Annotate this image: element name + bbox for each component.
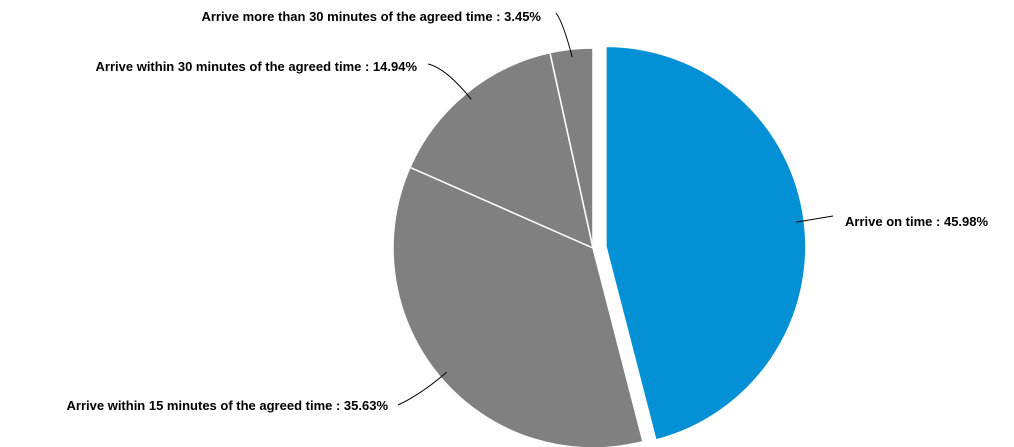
leader-line xyxy=(397,371,447,406)
slice-label-within-15: Arrive within 15 minutes of the agreed t… xyxy=(67,398,389,413)
leader-line xyxy=(555,12,573,58)
pie-slice xyxy=(549,47,594,249)
pie-slices xyxy=(392,45,807,447)
label-leader-lines xyxy=(397,12,834,406)
slice-label-on-time: Arrive on time : 45.98% xyxy=(845,214,988,229)
slice-label-more-than-30: Arrive more than 30 minutes of the agree… xyxy=(201,9,541,24)
leader-line xyxy=(796,215,834,223)
slice-label-within-30: Arrive within 30 minutes of the agreed t… xyxy=(96,59,418,74)
leader-line xyxy=(427,63,472,100)
pie-slice xyxy=(605,45,807,441)
